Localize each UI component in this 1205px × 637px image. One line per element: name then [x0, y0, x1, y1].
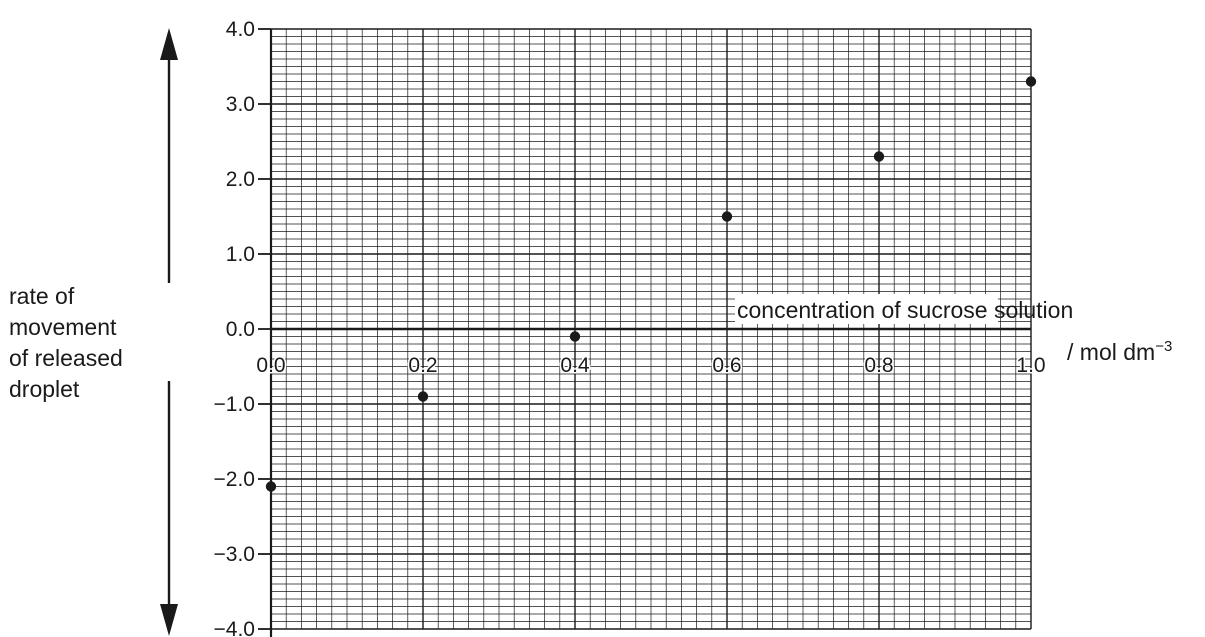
y-tick-label: 3.0	[226, 93, 255, 116]
y-tick-label: 4.0	[226, 18, 255, 41]
data-point	[873, 151, 885, 162]
y-tick-label: 0.0	[226, 318, 255, 341]
y-tick-label: −3.0	[214, 543, 255, 566]
y-tick-label: −2.0	[214, 468, 255, 491]
y-axis-label-line-2: movement	[9, 314, 117, 340]
data-point	[417, 391, 429, 402]
y-tick-label: 1.0	[226, 243, 255, 266]
x-tick-label: 0.6	[712, 354, 741, 377]
y-axis-label-line-4: droplet	[9, 376, 80, 402]
y-arrow-head-up	[160, 28, 178, 60]
axes	[269, 29, 1031, 637]
x-tick-labels: 0.0 0.2 0.4 0.6 0.8 1.0	[255, 353, 1047, 379]
x-axis-unit-prefix: / mol dm	[1067, 339, 1155, 365]
data-point	[265, 481, 277, 492]
x-tick-label: 0.0	[256, 354, 285, 377]
x-label-background	[735, 294, 998, 324]
data-point	[721, 211, 733, 222]
x-tick-label: 0.4	[560, 354, 590, 377]
y-axis-label-line-1: rate of	[9, 283, 75, 309]
y-arrow-head-down	[160, 604, 178, 636]
data-point	[569, 331, 581, 342]
x-axis-unit-exponent: −3	[1155, 338, 1172, 355]
y-tick-label: −4.0	[214, 618, 255, 637]
x-axis-unit: / mol dm−3	[1067, 338, 1172, 365]
y-tick-label: 2.0	[226, 168, 255, 191]
x-tick-label: 1.0	[1016, 354, 1045, 377]
y-axis-label-line-3: of released	[9, 345, 123, 371]
x-tick-label: 0.2	[408, 354, 437, 377]
y-label-gap	[150, 283, 190, 381]
y-tick-label: −1.0	[214, 393, 255, 416]
y-tick-labels: 4.0 3.0 2.0 1.0 0.0 −1.0 −2.0 −3.0 −4.0	[214, 18, 271, 637]
data-points	[265, 76, 1037, 492]
x-tick-label: 0.8	[864, 354, 893, 377]
data-point	[1025, 76, 1037, 87]
x-axis-label: concentration of sucrose solution	[737, 297, 1073, 323]
